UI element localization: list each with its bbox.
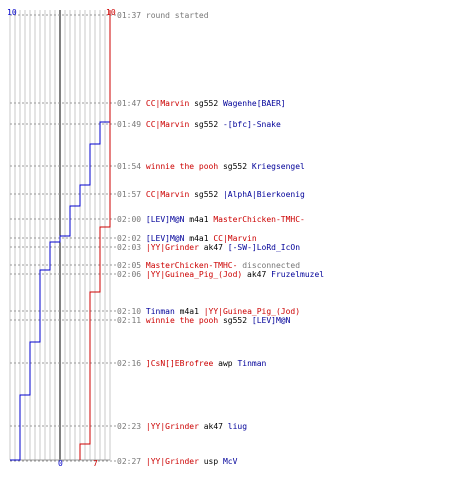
- event-text: m4a1: [174, 307, 204, 316]
- event-row: 02:03 |YY|Grinder ak47 [-SW-]LoRd_IcOn: [117, 242, 300, 253]
- event-text: Kriegsengel: [251, 162, 305, 171]
- event-text: |YY|Grinder: [145, 243, 199, 252]
- event-row: 01:49 CC|Marvin sg552 -[bfc]-Snake: [117, 119, 281, 130]
- event-text: sg552: [189, 99, 223, 108]
- event-text: McV: [222, 457, 238, 466]
- event-text: Tinman: [145, 307, 175, 316]
- event-text: CC|Marvin: [145, 190, 190, 199]
- event-text: [LEV]M@N: [145, 215, 185, 224]
- event-text: |AlphA|Bierkoenig: [222, 190, 305, 199]
- event-row: 02:27 |YY|Grinder usp McV: [117, 456, 237, 467]
- event-text: CC|Marvin: [213, 234, 257, 243]
- event-text: ak47: [198, 422, 228, 431]
- event-row: 02:06 |YY|Guinea_Pig_(Jod) ak47 Fruzelmu…: [117, 269, 324, 280]
- event-text: sg552: [218, 316, 252, 325]
- event-text: |YY|Guinea_Pig_(Jod): [145, 270, 243, 279]
- blue-team-line: [10, 10, 111, 461]
- event-text: CC|Marvin: [145, 120, 190, 129]
- event-text: MasterChicken-TMHC-: [145, 261, 238, 270]
- event-row: 01:57 CC|Marvin sg552 |AlphA|Bierkoenig: [117, 189, 305, 200]
- event-text: liug: [227, 422, 248, 431]
- event-row: 02:05 MasterChicken-TMHC- disconnected: [117, 260, 300, 271]
- event-text: [LEV]M@N: [145, 234, 185, 243]
- event-text: MasterChicken-TMHC-: [213, 215, 305, 224]
- event-text: winnie the pooh: [145, 162, 219, 171]
- event-text: sg552: [218, 162, 252, 171]
- event-text: -[bfc]-Snake: [222, 120, 281, 129]
- event-row: 02:11 winnie the pooh sg552 [LEV]M@N: [117, 315, 290, 326]
- event-row: 02:23 |YY|Grinder ak47 liug: [117, 421, 247, 432]
- event-text: disconnected: [237, 261, 301, 270]
- event-text: Wagenhe[BAER]: [222, 99, 286, 108]
- event-text: ak47: [198, 243, 228, 252]
- event-text: m4a1: [184, 215, 214, 224]
- event-time: 02:27: [117, 457, 146, 466]
- event-text: round started: [145, 11, 209, 20]
- event-row: 02:10 Tinman m4a1 |YY|Guinea_Pig_(Jod): [117, 306, 300, 317]
- event-time: 01:49: [117, 120, 146, 129]
- event-text: Tinman: [237, 359, 267, 368]
- event-time: 02:05: [117, 261, 146, 270]
- event-time: 02:02: [117, 234, 146, 243]
- event-time: 02:06: [117, 270, 146, 279]
- blue-count-top: 10: [7, 8, 17, 17]
- event-text: ak47: [242, 270, 272, 279]
- event-time: 02:03: [117, 243, 146, 252]
- event-text: |YY|Guinea_Pig_(Jod): [203, 307, 301, 316]
- red-team-line: [79, 10, 111, 460]
- event-text: sg552: [189, 120, 223, 129]
- event-text: ]CsN[]EBrofree: [145, 359, 214, 368]
- event-text: awp: [213, 359, 238, 368]
- event-text: CC|Marvin: [145, 99, 190, 108]
- event-time: 02:00: [117, 215, 146, 224]
- event-time: 02:10: [117, 307, 146, 316]
- event-row: 01:54 winnie the pooh sg552 Kriegsengel: [117, 161, 305, 172]
- event-time: 02:11: [117, 316, 146, 325]
- event-text: usp: [198, 457, 223, 466]
- event-time: 01:54: [117, 162, 146, 171]
- event-time: 01:47: [117, 99, 146, 108]
- red-count-bottom: 7: [93, 459, 98, 468]
- event-text: winnie the pooh: [145, 316, 219, 325]
- event-row: 01:47 CC|Marvin sg552 Wagenhe[BAER]: [117, 98, 286, 109]
- event-text: [-SW-]LoRd_IcOn: [227, 243, 301, 252]
- event-row: 01:37 round started: [117, 10, 209, 21]
- event-text: |YY|Grinder: [145, 422, 199, 431]
- event-text: |YY|Grinder: [145, 457, 199, 466]
- event-row: 02:02 [LEV]M@N m4a1 CC|Marvin: [117, 233, 257, 244]
- blue-count-bottom: 0: [58, 459, 63, 468]
- event-text: m4a1: [184, 234, 214, 243]
- event-time: 01:37: [117, 11, 146, 20]
- event-row: 02:16 ]CsN[]EBrofree awp Tinman: [117, 358, 266, 369]
- event-text: [LEV]M@N: [251, 316, 291, 325]
- event-time: 01:57: [117, 190, 146, 199]
- event-time: 02:16: [117, 359, 146, 368]
- event-text: Fruzelmuzel: [271, 270, 325, 279]
- event-text: sg552: [189, 190, 223, 199]
- red-count-top: 10: [106, 8, 116, 17]
- event-time: 02:23: [117, 422, 146, 431]
- event-row: 02:00 [LEV]M@N m4a1 MasterChicken-TMHC-: [117, 214, 305, 225]
